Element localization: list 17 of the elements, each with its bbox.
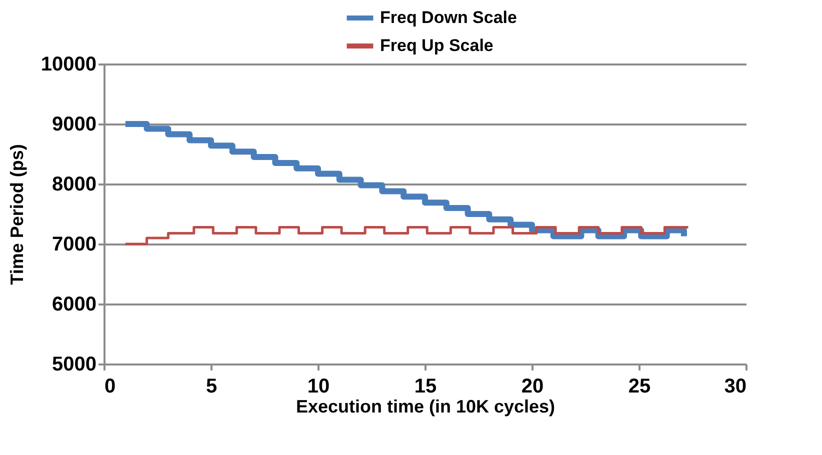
x-tick-label: 10 [307,376,330,398]
x-tick-label: 0 [104,376,116,398]
x-tick-label: 25 [628,376,651,398]
legend-label: Freq Up Scale [380,36,494,55]
legend-label: Freq Down Scale [380,8,517,27]
x-tick-label: 15 [414,376,437,398]
y-tick-label: 5000 [52,354,96,376]
y-tick-label: 8000 [52,174,96,196]
y-tick-label: 10000 [40,54,96,76]
x-tick-label: 30 [724,376,746,398]
y-tick-label: 6000 [52,294,96,316]
y-axis-title: Time Period (ps) [6,144,27,285]
x-tick-label: 20 [521,376,544,398]
y-tick-label: 9000 [52,114,96,136]
x-tick-label: 5 [206,376,218,398]
y-tick-label: 7000 [52,234,96,256]
x-axis-title: Execution time (in 10K cycles) [296,396,556,416]
